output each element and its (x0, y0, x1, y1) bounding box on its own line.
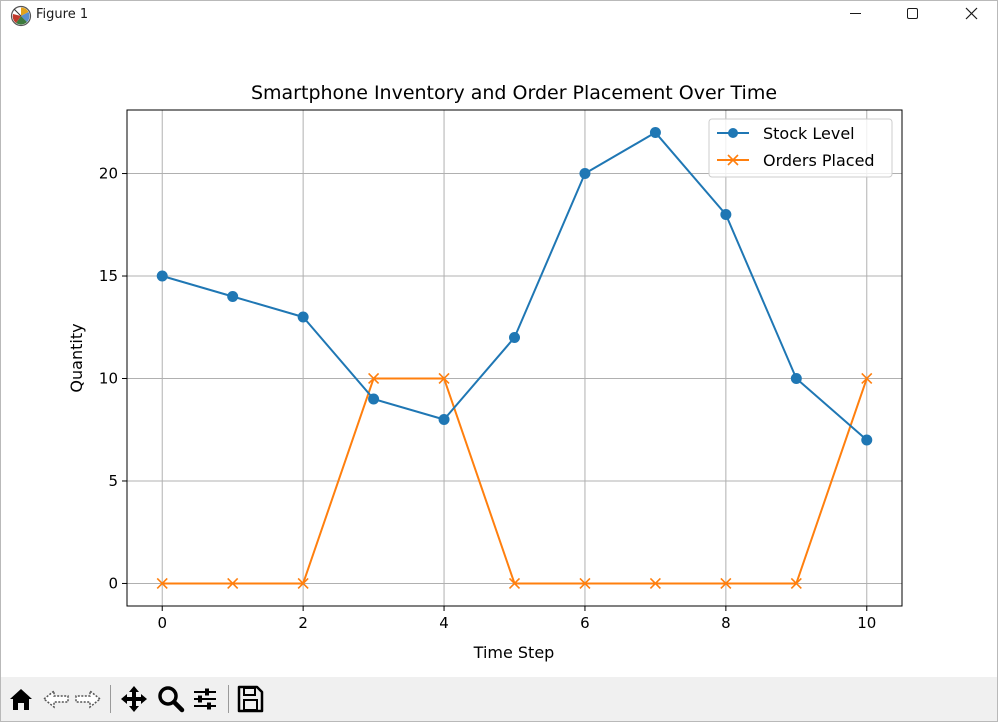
orders-placed-point (579, 577, 591, 590)
home-icon (10, 689, 32, 710)
x-axis-label: Time Step (473, 643, 555, 662)
title-bar: Figure 1 (1, 1, 997, 31)
pan-button[interactable] (119, 683, 149, 715)
y-tick-label: 5 (108, 472, 118, 490)
plot-frame (126, 109, 903, 607)
orders-placed-point (297, 577, 309, 590)
orders-placed-point (227, 577, 239, 590)
stock-level-point (156, 270, 168, 282)
orders-placed-point (720, 577, 732, 590)
series-group (156, 127, 873, 590)
x-tick-label: 10 (857, 614, 876, 632)
y-axis-label: Quantity (67, 323, 86, 392)
home-button[interactable] (6, 683, 36, 715)
x-tick-label: 8 (721, 614, 731, 632)
orders-placed-point (861, 372, 873, 385)
pan-icon (121, 686, 147, 712)
close-icon (965, 7, 978, 20)
toolbar-separator (110, 685, 111, 713)
minimize-icon (850, 13, 861, 14)
figure-canvas[interactable]: 0 2 4 6 8 10 0 5 10 15 20 Smartphone Inventory and… (1, 31, 997, 677)
stock-level-point (579, 168, 591, 180)
forward-button[interactable] (73, 683, 103, 715)
chart-title: Smartphone Inventory and Order Placement… (251, 82, 777, 104)
orders-placed-point (649, 577, 661, 590)
stock-level-point (720, 209, 732, 221)
matplotlib-logo-icon (10, 5, 32, 27)
stock-level-point (227, 291, 239, 303)
axis-ticks: 0 2 4 6 8 10 0 5 10 15 20 (99, 165, 876, 632)
x-tick-label: 2 (298, 614, 308, 632)
configure-subplots-button[interactable] (190, 683, 220, 715)
legend-stock-marker (728, 128, 738, 138)
back-button[interactable] (41, 683, 71, 715)
minimize-button[interactable] (826, 1, 884, 31)
stock-level-point (438, 413, 450, 425)
save-icon (237, 685, 264, 713)
stock-level-point (297, 311, 309, 323)
orders-placed-point (438, 372, 450, 385)
zoom-icon (158, 686, 185, 713)
navigation-toolbar (1, 677, 997, 721)
stock-level-point (790, 372, 802, 384)
grid (127, 110, 902, 606)
configure-subplots-icon (194, 688, 216, 710)
legend-orders-marker (727, 154, 739, 166)
stock-level-point (368, 393, 380, 405)
x-tick-label: 4 (439, 614, 449, 632)
forward-icon (75, 689, 102, 709)
y-tick-label: 15 (99, 267, 118, 285)
y-tick-label: 10 (99, 369, 118, 387)
toolbar-separator (228, 685, 229, 713)
legend-stock-label: Stock Level (763, 124, 855, 143)
x-tick-label: 6 (580, 614, 590, 632)
maximize-icon (907, 8, 918, 19)
stock-level-point (861, 434, 873, 446)
orders-placed-point (156, 577, 168, 590)
maximize-button[interactable] (884, 1, 942, 31)
series-line-stock-level (161, 131, 868, 441)
save-button[interactable] (235, 683, 265, 715)
line-chart: 0 2 4 6 8 10 0 5 10 15 20 Smartphone Inventory and… (67, 82, 903, 662)
x-tick-label: 0 (157, 614, 167, 632)
orders-placed-point (790, 577, 802, 590)
stock-level-point (509, 332, 520, 344)
legend: Stock Level Orders Placed (708, 118, 893, 178)
back-icon (42, 689, 69, 709)
window-title: Figure 1 (36, 7, 89, 22)
y-tick-label: 20 (99, 165, 118, 183)
orders-placed-point (508, 577, 521, 590)
orders-placed-point (368, 372, 380, 385)
zoom-button[interactable] (155, 683, 185, 715)
y-tick-label: 0 (108, 574, 118, 592)
stock-level-point (649, 127, 661, 139)
close-button[interactable] (941, 1, 998, 31)
legend-box (708, 118, 893, 178)
legend-orders-label: Orders Placed (763, 151, 875, 170)
